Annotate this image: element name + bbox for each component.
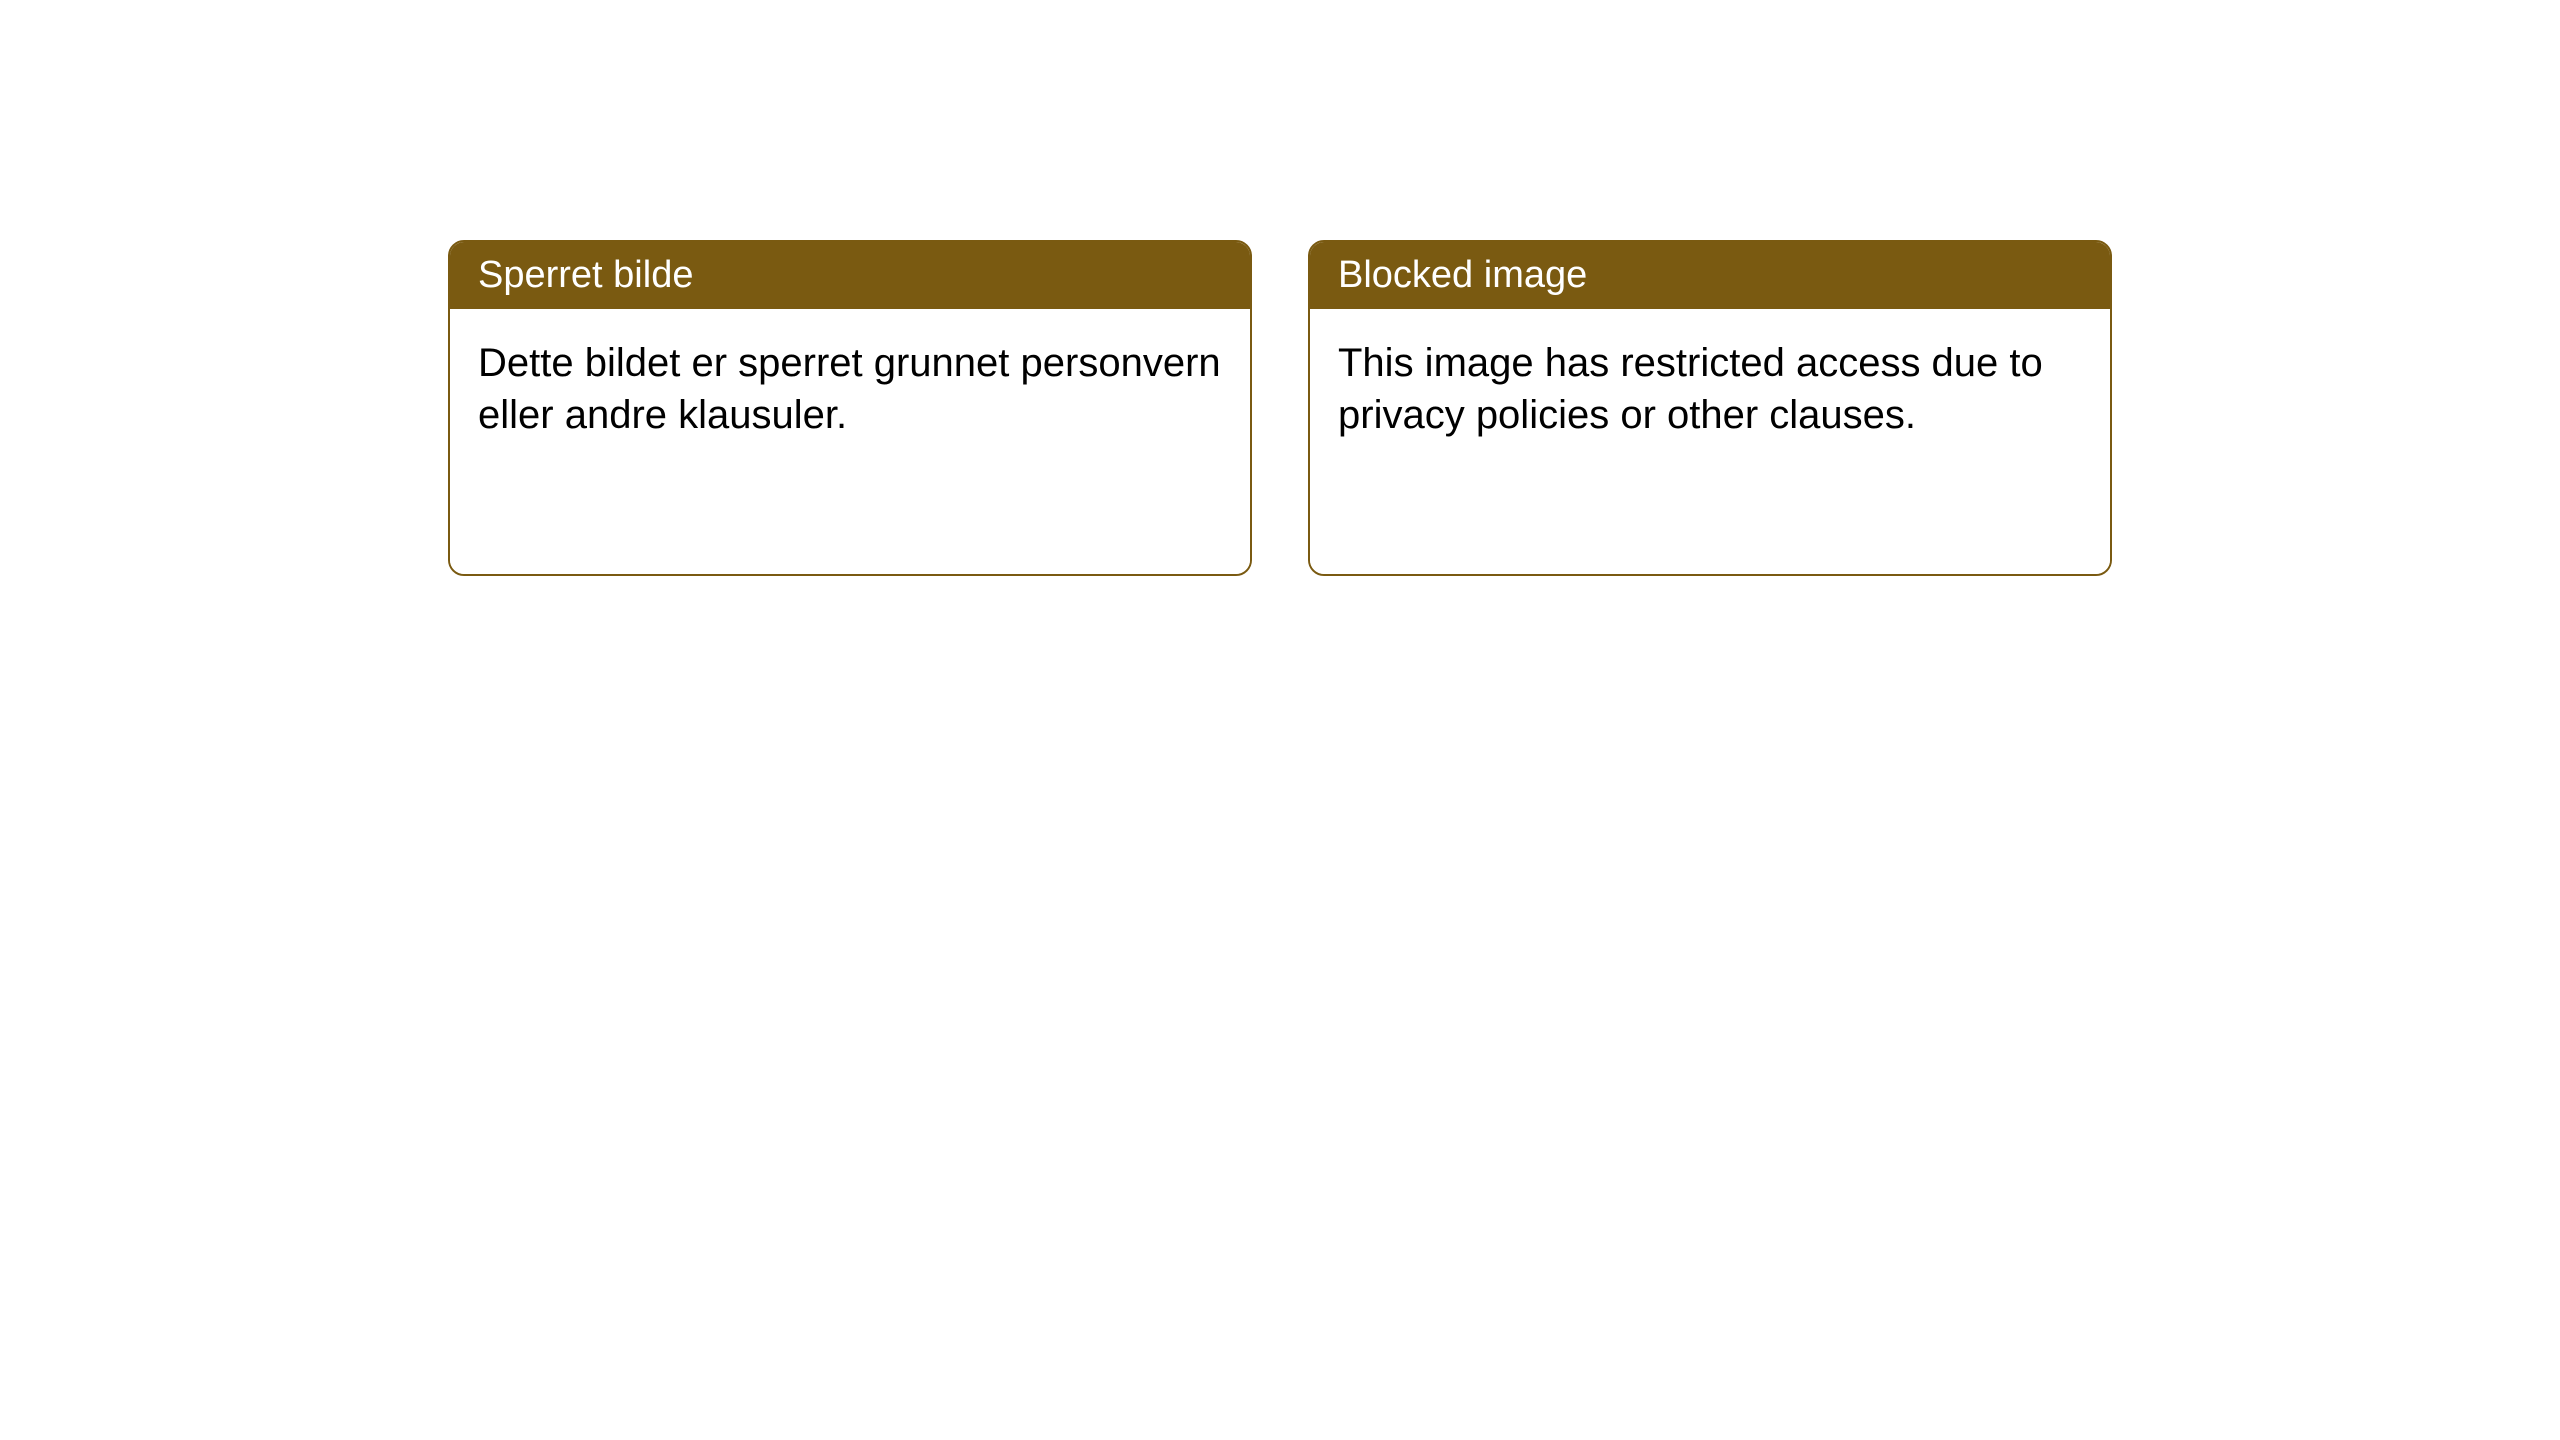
notice-header-norwegian: Sperret bilde (450, 242, 1250, 309)
notice-container: Sperret bilde Dette bildet er sperret gr… (448, 240, 2112, 576)
notice-header-english: Blocked image (1310, 242, 2110, 309)
notice-box-english: Blocked image This image has restricted … (1308, 240, 2112, 576)
notice-body-english: This image has restricted access due to … (1310, 309, 2110, 574)
notice-body-norwegian: Dette bildet er sperret grunnet personve… (450, 309, 1250, 574)
notice-box-norwegian: Sperret bilde Dette bildet er sperret gr… (448, 240, 1252, 576)
